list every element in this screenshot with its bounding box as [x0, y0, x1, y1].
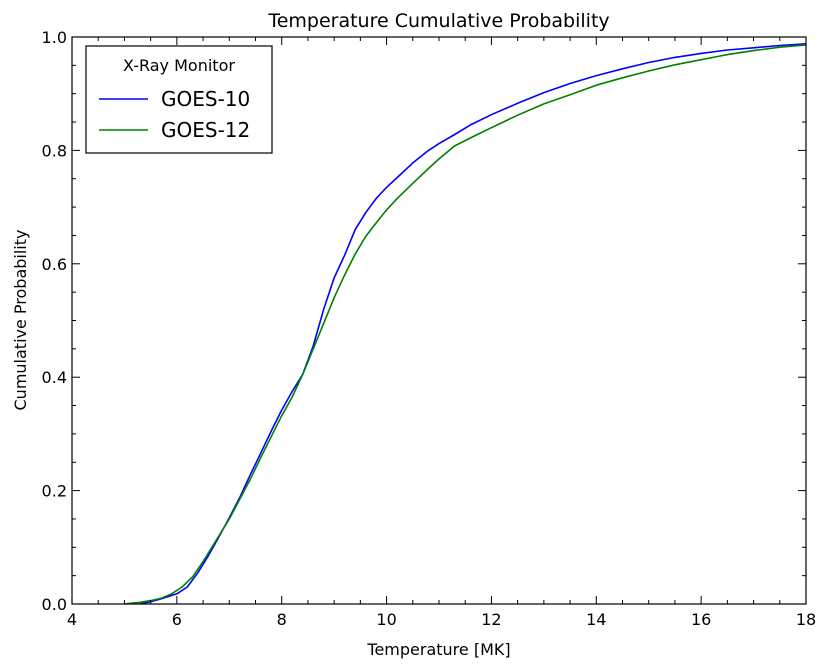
y-tick-label: 0.0 — [42, 595, 67, 614]
legend-label-goes-12: GOES-12 — [161, 118, 250, 142]
x-tick-label: 14 — [586, 610, 606, 629]
x-axis-label: Temperature [MK] — [366, 640, 510, 659]
x-tick-label: 8 — [277, 610, 287, 629]
y-tick-label: 0.4 — [42, 368, 67, 387]
y-tick-label: 0.8 — [42, 141, 67, 160]
x-tick-label: 18 — [796, 610, 816, 629]
y-tick-label: 1.0 — [42, 28, 67, 47]
x-tick-label: 6 — [172, 610, 182, 629]
x-tick-label: 12 — [481, 610, 501, 629]
legend: X-Ray Monitor GOES-10 GOES-12 — [85, 45, 273, 154]
series-line-goes-12 — [124, 44, 807, 605]
plot-area — [124, 43, 807, 605]
axis-ticks: 4 6 8 10 12 14 16 18 0.0 0.2 0.4 0.6 0.8 1.0 — [42, 28, 817, 629]
x-tick-label: 10 — [376, 610, 396, 629]
legend-label-goes-10: GOES-10 — [161, 87, 250, 111]
x-tick-label: 4 — [67, 610, 77, 629]
y-axis-label: Cumulative Probability — [11, 230, 30, 411]
y-tick-label: 0.2 — [42, 482, 67, 501]
legend-title: X-Ray Monitor — [123, 56, 235, 75]
chart-title: Temperature Cumulative Probability — [267, 10, 609, 32]
x-tick-label: 16 — [691, 610, 711, 629]
y-tick-label: 0.6 — [42, 255, 67, 274]
